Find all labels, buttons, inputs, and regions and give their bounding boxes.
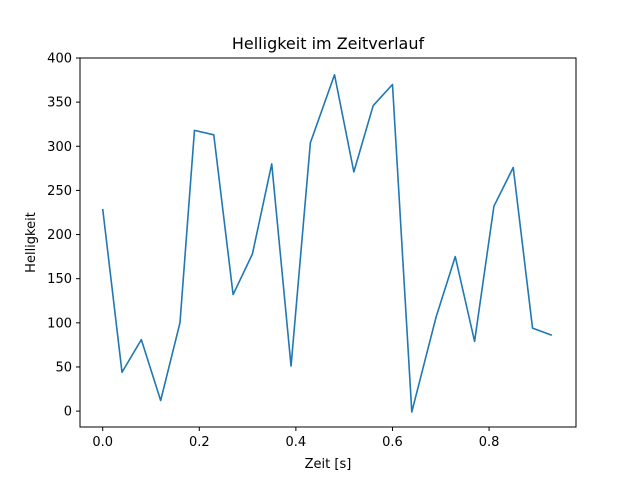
plot-area-frame xyxy=(79,57,577,428)
y-tick-label: 400 xyxy=(47,52,72,67)
y-tick-label: 300 xyxy=(47,140,72,155)
x-tick-label: 0.2 xyxy=(189,435,210,450)
x-axis-ticks: 0.0 0.2 0.4 0.6 0.8 xyxy=(92,427,499,450)
y-axis-label: Helligkeit xyxy=(24,212,39,273)
y-tick-label: 50 xyxy=(55,360,72,375)
y-tick-label: 0 xyxy=(64,405,72,420)
y-tick-label: 100 xyxy=(47,316,72,331)
y-tick-label: 200 xyxy=(47,228,72,243)
series-line xyxy=(101,73,553,413)
y-tick-label: 150 xyxy=(47,272,72,287)
x-tick-label: 0.4 xyxy=(286,435,307,450)
x-axis-label: Zeit [s] xyxy=(305,457,352,472)
x-tick-label: 0.0 xyxy=(92,435,113,450)
y-tick-label: 250 xyxy=(47,184,72,199)
y-tick-label: 350 xyxy=(47,96,72,111)
x-tick-label: 0.8 xyxy=(479,435,500,450)
y-axis-ticks: 0 50 100 150 200 250 300 350 400 xyxy=(47,52,80,420)
x-tick-label: 0.6 xyxy=(382,435,403,450)
chart-title: Helligkeit im Zeitverlauf xyxy=(232,34,425,53)
